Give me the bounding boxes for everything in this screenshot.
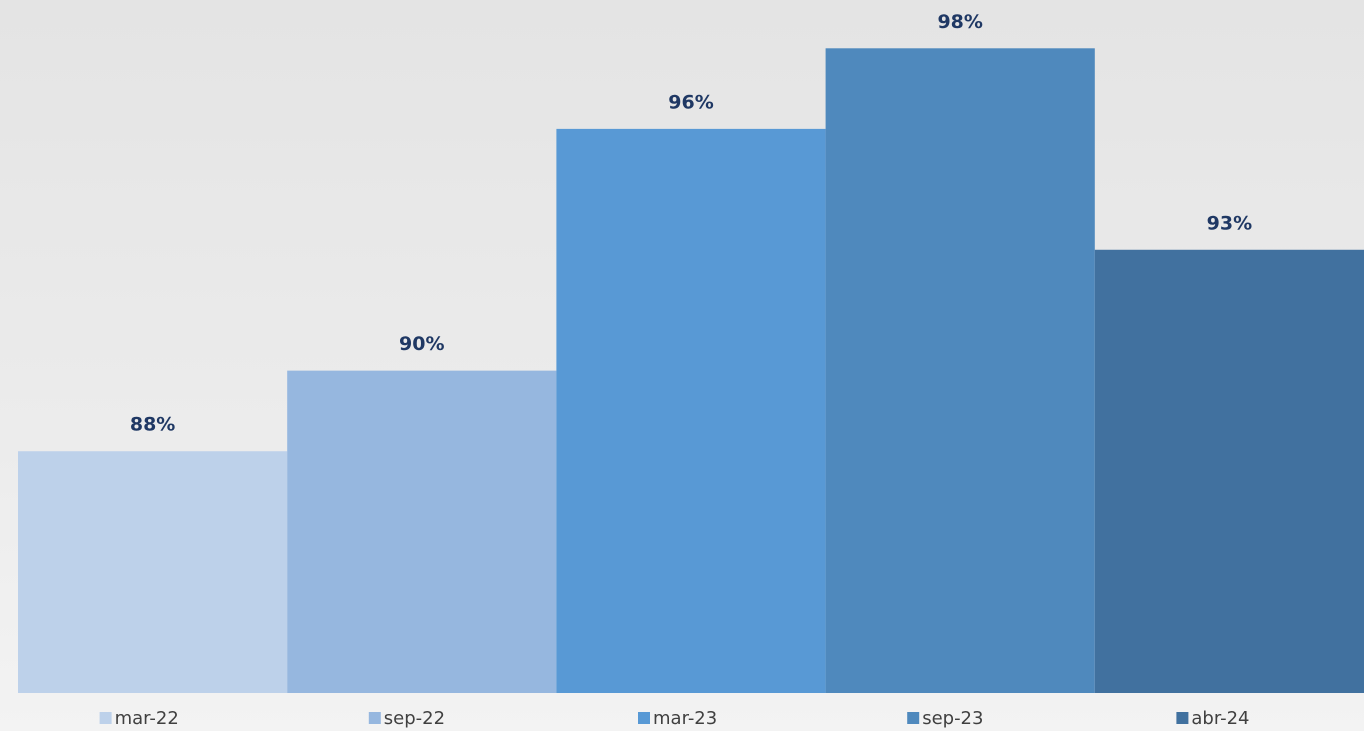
legend-swatch [1176,712,1189,724]
legend-label: mar-22 [115,708,179,729]
data-label: 90% [399,333,444,355]
bar [556,128,826,694]
legend-label: abr-24 [1191,708,1249,729]
legend-label: sep-22 [384,708,445,729]
bar [825,48,1095,693]
data-label: 98% [937,11,982,33]
legend-swatch [638,712,650,724]
legend-label: mar-23 [653,708,717,729]
legend-swatch [907,712,920,724]
data-label: 93% [1207,212,1252,234]
legend-swatch [99,712,112,724]
legend-label: sep-23 [922,708,983,729]
data-label: 96% [668,91,713,113]
data-label: 88% [130,414,175,436]
bar [1094,249,1364,693]
bar [18,451,288,693]
legend-swatch [368,712,381,724]
bar [287,370,557,693]
